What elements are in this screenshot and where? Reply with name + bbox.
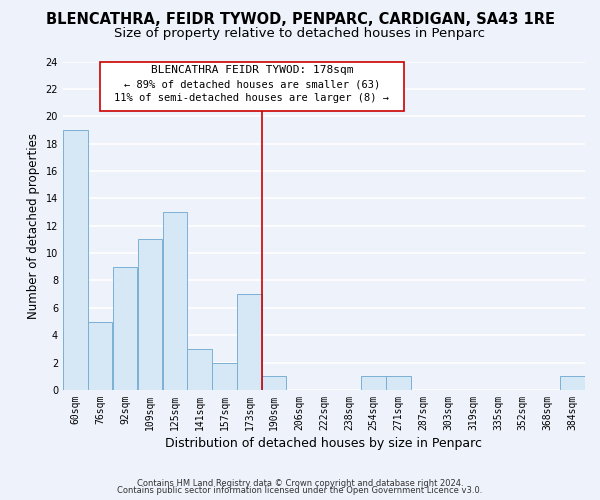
Text: Contains public sector information licensed under the Open Government Licence v3: Contains public sector information licen… — [118, 486, 482, 495]
Bar — [187, 349, 212, 390]
Text: BLENCATHRA, FEIDR TYWOD, PENPARC, CARDIGAN, SA43 1RE: BLENCATHRA, FEIDR TYWOD, PENPARC, CARDIG… — [46, 12, 554, 28]
Bar — [63, 130, 88, 390]
Bar — [237, 294, 262, 390]
Bar — [386, 376, 411, 390]
Text: ← 89% of detached houses are smaller (63): ← 89% of detached houses are smaller (63… — [124, 79, 380, 89]
FancyBboxPatch shape — [100, 62, 404, 111]
Text: BLENCATHRA FEIDR TYWOD: 178sqm: BLENCATHRA FEIDR TYWOD: 178sqm — [151, 66, 353, 76]
Bar — [138, 240, 162, 390]
Bar — [113, 267, 137, 390]
Bar — [88, 322, 112, 390]
Y-axis label: Number of detached properties: Number of detached properties — [27, 132, 40, 318]
Text: 11% of semi-detached houses are larger (8) →: 11% of semi-detached houses are larger (… — [115, 94, 389, 104]
Bar — [262, 376, 286, 390]
X-axis label: Distribution of detached houses by size in Penparc: Distribution of detached houses by size … — [166, 437, 482, 450]
Text: Size of property relative to detached houses in Penparc: Size of property relative to detached ho… — [115, 28, 485, 40]
Bar — [361, 376, 386, 390]
Bar — [560, 376, 585, 390]
Bar — [163, 212, 187, 390]
Bar — [212, 362, 236, 390]
Text: Contains HM Land Registry data © Crown copyright and database right 2024.: Contains HM Land Registry data © Crown c… — [137, 478, 463, 488]
